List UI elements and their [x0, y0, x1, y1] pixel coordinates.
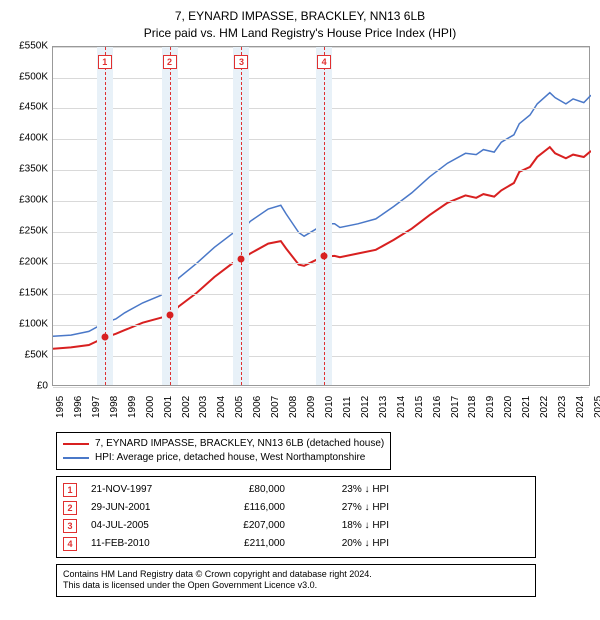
x-tick-label: 2008	[288, 395, 299, 417]
x-tick-label: 2012	[360, 395, 371, 417]
x-tick-label: 1995	[55, 395, 66, 417]
sale-row-price: £80,000	[205, 484, 285, 495]
legend-swatch	[63, 457, 89, 459]
legend-row: 7, EYNARD IMPASSE, BRACKLEY, NN13 6LB (d…	[63, 437, 384, 451]
sale-marker: 1	[98, 55, 112, 69]
x-tick-label: 2010	[324, 395, 335, 417]
x-tick-label: 2021	[521, 395, 532, 417]
x-tick-label: 2011	[342, 396, 353, 418]
attribution-line2: This data is licensed under the Open Gov…	[63, 580, 529, 592]
chart-area: £0 £50K £100K £150K £200K £250K £300K £350K £400…	[10, 46, 590, 426]
x-tick-label: 2001	[163, 395, 174, 417]
y-tick-label: £150K	[19, 287, 48, 298]
sale-row-price: £211,000	[205, 538, 285, 549]
sale-row-marker: 2	[63, 501, 77, 515]
title-block: 7, EYNARD IMPASSE, BRACKLEY, NN13 6LB Pr…	[10, 8, 590, 42]
y-tick-label: £350K	[19, 164, 48, 175]
sale-point	[166, 311, 173, 318]
sale-vline	[170, 47, 171, 385]
attribution: Contains HM Land Registry data © Crown c…	[56, 564, 536, 597]
sale-row-marker: 4	[63, 537, 77, 551]
sale-row-delta: 27% ↓ HPI	[299, 502, 389, 513]
x-tick-label: 2005	[234, 395, 245, 417]
x-tick-label: 2017	[450, 395, 461, 417]
sale-point	[321, 253, 328, 260]
sale-row-marker: 3	[63, 519, 77, 533]
y-tick-label: £0	[37, 380, 48, 391]
y-tick-label: £500K	[19, 71, 48, 82]
y-tick-label: £100K	[19, 318, 48, 329]
x-tick-label: 2014	[396, 395, 407, 417]
y-tick-label: £50K	[25, 349, 48, 360]
y-tick-label: £300K	[19, 195, 48, 206]
sale-row: 4 11-FEB-2010 £211,000 20% ↓ HPI	[63, 535, 529, 553]
x-tick-label: 2009	[306, 395, 317, 417]
sales-table: 1 21-NOV-1997 £80,000 23% ↓ HPI 2 29-JUN-2001…	[56, 476, 536, 558]
legend-row: HPI: Average price, detached house, West…	[63, 451, 384, 465]
title-subtitle: Price paid vs. HM Land Registry's House …	[10, 25, 590, 42]
y-tick-label: £550K	[19, 40, 48, 51]
legend-swatch	[63, 443, 89, 445]
chart-container: 7, EYNARD IMPASSE, BRACKLEY, NN13 6LB Pr…	[0, 0, 600, 603]
plot-area: 1 2 3 4	[52, 46, 590, 386]
x-tick-label: 1999	[127, 395, 138, 417]
sale-row-price: £116,000	[205, 502, 285, 513]
sale-row-delta: 18% ↓ HPI	[299, 520, 389, 531]
sale-point	[101, 334, 108, 341]
legend-label: HPI: Average price, detached house, West…	[95, 451, 365, 465]
x-tick-label: 2023	[557, 395, 568, 417]
x-tick-label: 2016	[432, 395, 443, 417]
x-tick-label: 2025	[593, 395, 600, 417]
x-tick-label: 2000	[145, 395, 156, 417]
x-tick-label: 2004	[216, 395, 227, 417]
attribution-line1: Contains HM Land Registry data © Crown c…	[63, 569, 529, 581]
x-tick-label: 1997	[91, 395, 102, 417]
sale-row: 3 04-JUL-2005 £207,000 18% ↓ HPI	[63, 517, 529, 535]
y-tick-label: £250K	[19, 226, 48, 237]
x-tick-label: 2020	[503, 395, 514, 417]
x-tick-label: 2024	[575, 395, 586, 417]
sale-marker: 2	[163, 55, 177, 69]
x-axis: 1995 1996 1997 1998 1999 2000 2001 2002 2003 2004…	[52, 388, 590, 426]
x-tick-label: 2003	[198, 395, 209, 417]
y-tick-label: £450K	[19, 102, 48, 113]
x-tick-label: 2018	[467, 395, 478, 417]
x-tick-label: 2015	[414, 395, 425, 417]
x-tick-label: 2013	[378, 395, 389, 417]
sale-row-date: 11-FEB-2010	[91, 538, 191, 549]
sale-marker: 4	[317, 55, 331, 69]
sale-row-delta: 23% ↓ HPI	[299, 484, 389, 495]
legend: 7, EYNARD IMPASSE, BRACKLEY, NN13 6LB (d…	[56, 432, 391, 470]
y-tick-label: £400K	[19, 133, 48, 144]
x-tick-label: 2006	[252, 395, 263, 417]
sale-vline	[241, 47, 242, 385]
sale-marker: 3	[234, 55, 248, 69]
x-tick-label: 2022	[539, 395, 550, 417]
sale-row-date: 04-JUL-2005	[91, 520, 191, 531]
sale-row: 1 21-NOV-1997 £80,000 23% ↓ HPI	[63, 481, 529, 499]
y-tick-label: £200K	[19, 256, 48, 267]
sale-row-date: 21-NOV-1997	[91, 484, 191, 495]
sale-row: 2 29-JUN-2001 £116,000 27% ↓ HPI	[63, 499, 529, 517]
y-axis: £0£50K£100K£150K£200K£250K£300K£350K£400…	[10, 46, 52, 386]
sale-point	[238, 255, 245, 262]
x-tick-label: 1996	[73, 395, 84, 417]
x-tick-label: 1998	[109, 395, 120, 417]
legend-label: 7, EYNARD IMPASSE, BRACKLEY, NN13 6LB (d…	[95, 437, 384, 451]
sale-row-date: 29-JUN-2001	[91, 502, 191, 513]
x-tick-label: 2002	[181, 395, 192, 417]
x-tick-label: 2019	[485, 395, 496, 417]
sale-vline	[324, 47, 325, 385]
sale-row-marker: 1	[63, 483, 77, 497]
sale-row-price: £207,000	[205, 520, 285, 531]
sale-row-delta: 20% ↓ HPI	[299, 538, 389, 549]
title-address: 7, EYNARD IMPASSE, BRACKLEY, NN13 6LB	[10, 8, 590, 25]
x-tick-label: 2007	[270, 395, 281, 417]
